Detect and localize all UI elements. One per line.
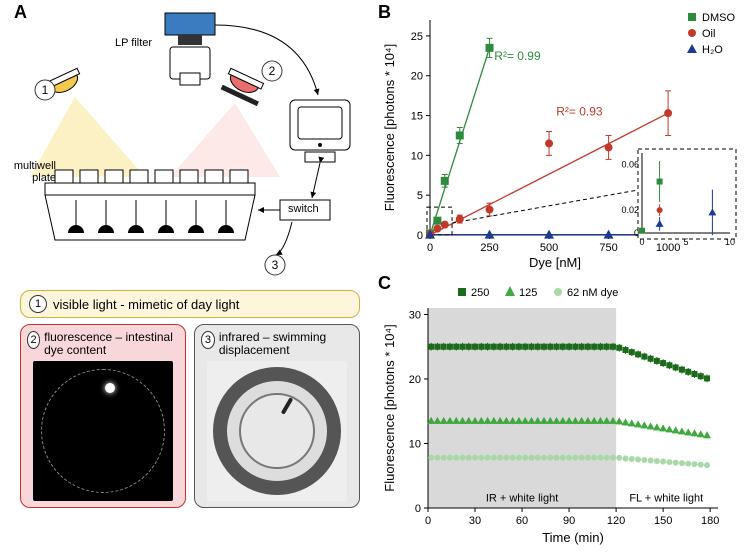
svg-text:30: 30 bbox=[409, 309, 421, 321]
legend-box-2: 2 fluorescence – intestinal dye content bbox=[20, 324, 186, 508]
num-3: 3 bbox=[272, 258, 279, 272]
legend-text-2: fluorescence – intestinal dye content bbox=[44, 331, 179, 357]
beam-2 bbox=[170, 103, 280, 177]
legend-num-2: 2 bbox=[27, 331, 40, 349]
svg-text:H₂O: H₂O bbox=[702, 44, 723, 56]
svg-text:Fluorescence [photons * 10⁴]: Fluorescence [photons * 10⁴] bbox=[382, 44, 397, 211]
switch-label: switch bbox=[288, 203, 319, 215]
svg-text:R²= 0.93: R²= 0.93 bbox=[556, 105, 603, 119]
svg-text:180: 180 bbox=[701, 515, 719, 527]
svg-text:90: 90 bbox=[563, 515, 575, 527]
svg-text:150: 150 bbox=[654, 515, 672, 527]
fluorescence-image bbox=[33, 361, 173, 501]
svg-text:125: 125 bbox=[519, 287, 537, 299]
lp-filter-label: LP filter bbox=[115, 37, 152, 49]
monitor-screen bbox=[298, 107, 342, 139]
monitor-base bbox=[305, 152, 335, 162]
svg-text:Fluorescence [photons * 10⁴]: Fluorescence [photons * 10⁴] bbox=[382, 324, 397, 491]
svg-text:R²= 0.99: R²= 0.99 bbox=[494, 49, 541, 63]
legend-box-3: 3 infrared – swimming displacement bbox=[194, 324, 360, 508]
svg-text:0: 0 bbox=[639, 237, 644, 247]
legend-text-3: infrared – swimming displacement bbox=[219, 331, 353, 357]
svg-text:250: 250 bbox=[471, 287, 489, 299]
camera-body bbox=[165, 13, 215, 35]
panel-A-schematic: 1 2 3 LP filter multiwell plate switch bbox=[20, 5, 360, 285]
svg-text:10: 10 bbox=[725, 237, 735, 247]
panel-C-chart: 0 30 60 90 120 150 180 0 10 20 30 IR + white light F… bbox=[380, 280, 740, 550]
svg-text:250: 250 bbox=[480, 242, 498, 254]
num-2: 2 bbox=[269, 64, 276, 78]
svg-text:30: 30 bbox=[469, 515, 481, 527]
arrow-monitor-switch bbox=[312, 163, 320, 198]
svg-text:20: 20 bbox=[409, 374, 421, 386]
svg-text:62 nM dye: 62 nM dye bbox=[567, 287, 618, 299]
lens-bottom bbox=[180, 73, 200, 85]
svg-text:15: 15 bbox=[411, 111, 423, 123]
legend-num-1: 1 bbox=[29, 295, 47, 313]
svg-text:25: 25 bbox=[411, 31, 423, 43]
svg-text:IR + white light: IR + white light bbox=[486, 493, 558, 505]
svg-text:750: 750 bbox=[599, 242, 617, 254]
plate-top bbox=[45, 183, 255, 195]
num-1: 1 bbox=[42, 83, 49, 97]
legend-box-1: 1 visible light - mimetic of day light bbox=[20, 290, 360, 318]
legend-num-3: 3 bbox=[201, 331, 215, 349]
svg-text:Time (min): Time (min) bbox=[542, 530, 604, 545]
svg-text:Oil: Oil bbox=[702, 28, 715, 40]
svg-text:0: 0 bbox=[634, 228, 639, 238]
svg-text:0: 0 bbox=[425, 515, 431, 527]
svg-text:1000: 1000 bbox=[656, 242, 680, 254]
svg-text:0: 0 bbox=[427, 242, 433, 254]
panel-A-legends: 1 visible light - mimetic of day light 2… bbox=[20, 290, 360, 550]
svg-text:5: 5 bbox=[683, 237, 688, 247]
svg-text:120: 120 bbox=[607, 515, 625, 527]
arrow-cam-monitor bbox=[215, 25, 318, 95]
infrared-image bbox=[207, 361, 347, 501]
svg-text:0.02: 0.02 bbox=[621, 205, 639, 215]
schematic-svg: 1 2 3 bbox=[20, 5, 360, 285]
multiwell-label: multiwell plate bbox=[6, 160, 56, 184]
svg-text:FL + white light: FL + white light bbox=[629, 493, 703, 505]
legend-text-1: visible light - mimetic of day light bbox=[53, 297, 239, 312]
svg-text:0.06: 0.06 bbox=[621, 159, 639, 169]
svg-text:DMSO: DMSO bbox=[702, 12, 735, 24]
arrow-switch-3 bbox=[276, 222, 292, 255]
svg-text:10: 10 bbox=[411, 150, 423, 162]
svg-text:5: 5 bbox=[417, 190, 423, 202]
svg-text:20: 20 bbox=[411, 71, 423, 83]
wells bbox=[55, 170, 248, 183]
svg-text:0: 0 bbox=[415, 503, 421, 515]
panel-B-chart: 025050075010000510152025R²= 0.99R²= 0.93… bbox=[380, 5, 740, 265]
svg-text:10: 10 bbox=[409, 438, 421, 450]
svg-text:0: 0 bbox=[417, 230, 423, 242]
svg-text:60: 60 bbox=[516, 515, 528, 527]
svg-text:Dye [nM]: Dye [nM] bbox=[529, 255, 581, 270]
lp-filter bbox=[178, 35, 202, 45]
svg-text:500: 500 bbox=[540, 242, 558, 254]
